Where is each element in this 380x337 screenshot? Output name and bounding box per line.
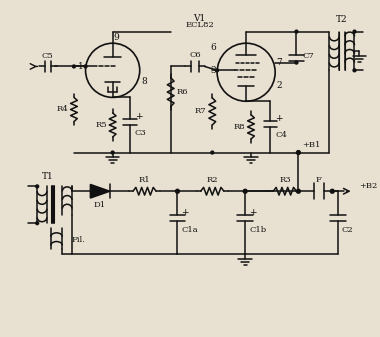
Text: 9: 9 (114, 33, 119, 42)
Text: +: + (275, 114, 283, 123)
Text: C1a: C1a (181, 226, 198, 235)
Text: 2: 2 (276, 81, 282, 90)
Text: R5: R5 (95, 121, 107, 129)
Circle shape (36, 222, 39, 225)
Circle shape (353, 69, 356, 72)
Text: R1: R1 (139, 176, 150, 184)
Circle shape (36, 185, 39, 188)
Circle shape (84, 65, 87, 68)
Text: R2: R2 (207, 176, 218, 184)
Text: +: + (249, 208, 256, 217)
Text: C6: C6 (189, 51, 201, 59)
Circle shape (176, 189, 179, 193)
Circle shape (353, 30, 356, 33)
Circle shape (211, 151, 214, 154)
Circle shape (330, 189, 334, 193)
Text: R7: R7 (195, 108, 206, 115)
Text: C5: C5 (42, 52, 54, 60)
Circle shape (243, 189, 247, 193)
Text: C3: C3 (135, 129, 147, 137)
Text: C4: C4 (275, 131, 287, 139)
Text: F: F (316, 176, 321, 184)
Text: R3: R3 (279, 176, 291, 184)
Text: D1: D1 (94, 201, 106, 209)
Text: C1b: C1b (249, 226, 266, 235)
Text: T2: T2 (336, 16, 348, 25)
Text: T1: T1 (42, 172, 54, 181)
Polygon shape (90, 184, 110, 198)
Text: +: + (181, 208, 189, 217)
Text: C7: C7 (302, 52, 314, 60)
Text: ECL82: ECL82 (185, 21, 214, 29)
Circle shape (216, 69, 218, 72)
Text: 6: 6 (211, 42, 216, 52)
Circle shape (295, 30, 298, 33)
Text: R6: R6 (177, 88, 188, 96)
Text: 8: 8 (142, 78, 147, 86)
Text: 3: 3 (211, 66, 216, 75)
Text: +B2: +B2 (359, 182, 378, 190)
Text: 1: 1 (78, 62, 84, 71)
Circle shape (111, 151, 114, 154)
Text: C2: C2 (342, 226, 353, 235)
Circle shape (73, 65, 75, 68)
Circle shape (295, 61, 298, 64)
Text: 7: 7 (276, 58, 282, 67)
Text: R4: R4 (57, 105, 68, 114)
Text: V1: V1 (193, 13, 206, 23)
Text: +B1: +B1 (302, 141, 321, 149)
Text: Fil.: Fil. (72, 236, 86, 244)
Circle shape (296, 151, 300, 154)
Text: +: + (135, 112, 142, 121)
Text: R8: R8 (234, 123, 245, 131)
Circle shape (296, 189, 300, 193)
